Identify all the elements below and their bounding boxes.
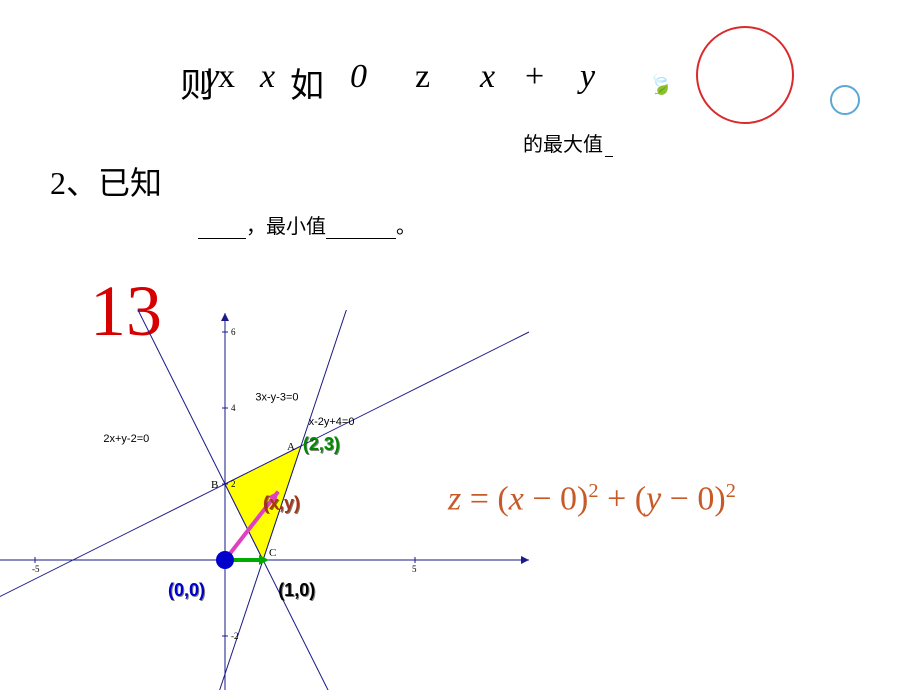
decor-circles: [0, 0, 920, 180]
svg-text:A: A: [287, 441, 295, 453]
svg-text:B: B: [211, 479, 218, 491]
max-value-label: 的最大值: [523, 128, 613, 157]
svg-text:2: 2: [231, 479, 236, 489]
point-label: (x,y): [263, 493, 300, 514]
svg-text:5: 5: [412, 564, 417, 574]
point-label: (1,0): [278, 580, 315, 601]
svg-text:-2: -2: [231, 631, 239, 641]
blank2: [326, 238, 396, 239]
question-number: 2、已知: [50, 158, 162, 204]
min-value-row: ，最小值 。: [198, 210, 416, 239]
svg-text:-5: -5: [32, 564, 40, 574]
decor-circle-small: [831, 86, 859, 114]
point-label: (0,0): [168, 580, 205, 601]
svg-text:2x+y-2=0: 2x+y-2=0: [103, 433, 149, 445]
max-underline: [605, 156, 613, 157]
svg-text:3x-y-3=0: 3x-y-3=0: [255, 391, 298, 403]
svg-text:6: 6: [231, 327, 236, 337]
svg-text:C: C: [269, 547, 276, 559]
point-label: (2,3): [303, 434, 340, 455]
min-text: ，最小值: [246, 216, 326, 238]
decor-circle-large: [697, 27, 793, 123]
blank1: [198, 238, 246, 239]
svg-text:x-2y+4=0: x-2y+4=0: [309, 416, 355, 428]
min-end: 。: [396, 216, 416, 238]
svg-text:4: 4: [231, 403, 236, 413]
max-text: 的最大值: [523, 134, 603, 156]
